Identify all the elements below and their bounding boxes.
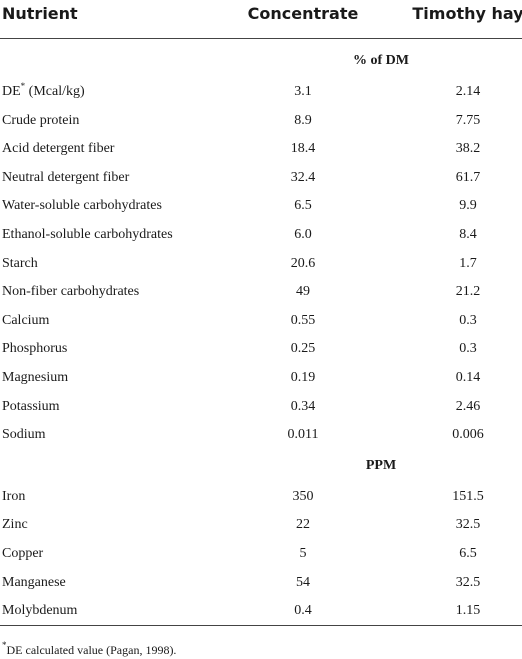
header-cell: Nutrient: [2, 4, 78, 23]
row-label: Acid detergent fiber: [2, 141, 115, 157]
cell-value: 9.9: [459, 198, 477, 214]
cell-value: 0.34: [290, 398, 316, 414]
row-label: Iron: [2, 488, 26, 504]
row-label: Potassium: [2, 398, 60, 414]
row-label: Magnesium: [2, 370, 69, 385]
cell-value: 32.4: [290, 169, 316, 185]
row-label: Ethanol-soluble carbohydrates: [2, 227, 173, 242]
cell-value: 49: [296, 284, 310, 300]
footnote-text: DE calculated value (Pagan, 1998).: [6, 643, 177, 657]
row-label: Non-fiber carbohydrates: [2, 284, 140, 300]
cell-value: 3.1: [294, 84, 312, 99]
cell-value: 0.14: [455, 370, 481, 385]
row-label: Starch: [2, 255, 38, 271]
cell-value: 0.006: [452, 427, 484, 443]
cell-value: 61.7: [455, 169, 481, 185]
label-unit: (Mcal/kg): [28, 84, 85, 99]
header-cell: Concentrate: [247, 4, 359, 23]
cell-value: 0.4: [294, 603, 312, 619]
row-label: Sodium: [2, 427, 46, 443]
row-label: Calcium: [2, 312, 50, 328]
cell-value: 0.3: [459, 312, 477, 328]
footnote-sup: *: [2, 640, 7, 650]
cell-value: 2.46: [455, 398, 481, 414]
row-label: Manganese: [2, 574, 66, 590]
cell-value: 18.4: [290, 141, 316, 157]
cell-value: 22: [296, 517, 310, 533]
cell-value: 1.7: [459, 255, 477, 271]
row-label: Phosphorus: [2, 341, 68, 357]
row-label: Water-soluble carbohydrates: [2, 198, 162, 214]
cell-value: 32.5: [455, 574, 481, 590]
section-title: PPM: [365, 457, 397, 473]
footnote: *DE calculated value (Pagan, 1998).: [2, 641, 176, 659]
cell-value: 0.011: [287, 427, 319, 443]
cell-value: 6.0: [294, 227, 312, 242]
cell-value: 38.2: [455, 141, 481, 157]
row-label: Crude protein: [2, 112, 80, 128]
header-cell: Timothy hay: [412, 4, 522, 23]
cell-value: 2.14: [455, 84, 481, 99]
cell-value: 0.3: [459, 341, 477, 357]
cell-value: 8.4: [459, 227, 477, 242]
row-label: Neutral detergent fiber: [2, 169, 130, 185]
cell-value: 20.6: [290, 255, 316, 271]
cell-value: 6.5: [459, 546, 477, 561]
cell-value: 5: [299, 546, 307, 561]
row-label: Zinc: [2, 517, 28, 533]
cell-value: 32.5: [455, 517, 481, 533]
bottom-rule: [0, 625, 522, 626]
label-sup: *: [20, 81, 26, 91]
cell-value: 0.19: [290, 370, 316, 385]
cell-value: 8.9: [294, 112, 312, 128]
cell-value: 151.5: [452, 488, 484, 504]
cell-value: 350: [292, 488, 314, 504]
cell-value: 54: [296, 574, 310, 590]
cell-value: 6.5: [294, 198, 312, 214]
cell-value: 1.15: [455, 603, 481, 619]
row-label: DE* (Mcal/kg): [2, 81, 85, 101]
cell-value: 0.55: [290, 312, 316, 328]
cell-value: 21.2: [455, 284, 481, 300]
label-text: DE: [2, 84, 21, 99]
section-title: % of DM: [353, 53, 409, 68]
cell-value: 7.75: [455, 112, 481, 128]
row-label: Copper: [2, 546, 44, 561]
cell-value: 0.25: [290, 341, 316, 357]
row-label: Molybdenum: [2, 603, 78, 619]
header-rule: [0, 38, 522, 39]
